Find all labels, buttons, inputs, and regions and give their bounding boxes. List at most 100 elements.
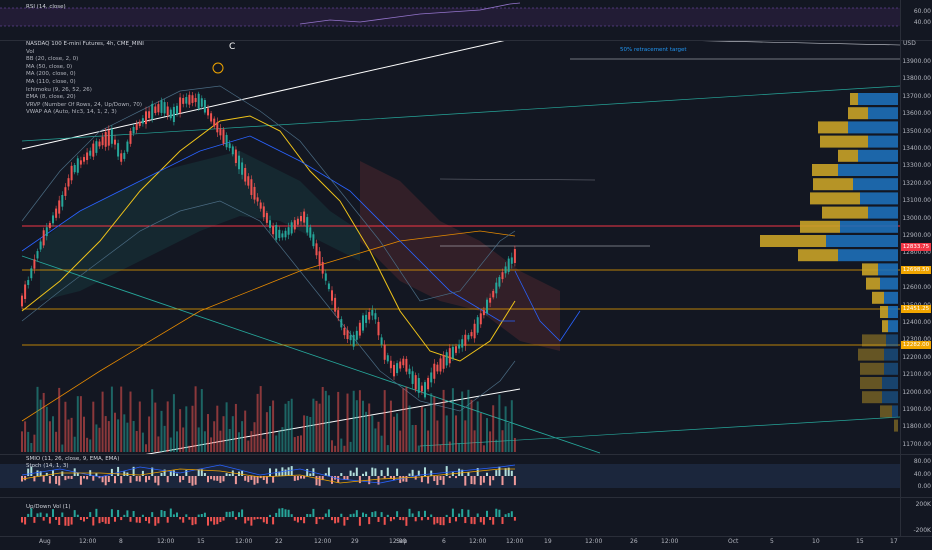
time-tick: 12:00 <box>469 538 487 545</box>
updown-vol-bar <box>114 517 116 522</box>
legend-item[interactable]: EMA (8, close, 20) <box>26 94 76 101</box>
macd-histogram-bar <box>396 468 399 476</box>
macd-histogram-bar <box>114 476 116 484</box>
legend-item[interactable]: Ichimoku (9, 26, 52, 26) <box>26 86 92 93</box>
volume-bar <box>411 425 414 452</box>
candle-body <box>166 106 169 116</box>
indicator-legend[interactable]: NASDAQ 100 E-mini Futures, 4h, CME_MINI … <box>26 41 144 117</box>
legend-item[interactable]: VWAP AA (Auto, hlc3, 14, 1, 2, 3) <box>26 109 117 116</box>
candle-body <box>439 358 442 372</box>
candle-body <box>79 160 82 165</box>
legend-item[interactable]: MA (110, close, 0) <box>26 78 76 85</box>
updown-vol-bar <box>265 517 268 524</box>
macd-pane[interactable]: SMIO (11, 26, close, 9, EMA, EMA) Stoch … <box>0 455 900 497</box>
time-tick: 12:00 <box>661 538 679 545</box>
macd-histogram-bar <box>92 476 95 481</box>
volume-bar <box>458 443 461 452</box>
candle-body <box>296 218 299 225</box>
volume-bar <box>464 420 467 452</box>
main-chart-pane[interactable]: NASDAQ 100 E-mini Futures, 4h, CME_MINI … <box>0 34 901 460</box>
volume-bar <box>253 422 256 452</box>
volume-bar <box>290 398 293 452</box>
updown-vol-bar <box>445 514 448 517</box>
candle-body <box>290 222 293 234</box>
macd-histogram-bar <box>148 476 151 480</box>
volume-bar <box>52 416 54 452</box>
vp-row-down <box>813 178 853 191</box>
legend-item[interactable]: BB (20, close, 2, 0) <box>26 56 79 63</box>
macd-histogram-bar <box>172 470 175 476</box>
macd-histogram-bar <box>123 471 126 476</box>
candle-body <box>470 332 473 337</box>
updown-vol-bar <box>377 517 380 522</box>
macd-histogram-bar <box>458 468 461 476</box>
candle-body <box>393 364 395 377</box>
macd-histogram-bar <box>169 470 172 476</box>
vol-tick: 200K <box>915 501 931 508</box>
volume-bar <box>213 421 216 452</box>
macd-histogram-bar <box>272 476 275 483</box>
time-axis[interactable]: Aug 12:00 8 12:00 15 12:00 22 12:00 29 12:00 Sep 6 1… <box>0 536 900 550</box>
updown-vol-bar <box>368 517 371 525</box>
vp-row-up <box>878 263 898 276</box>
updown-vol-bar <box>253 517 256 520</box>
macd-histogram-bar <box>145 476 147 483</box>
legend-item[interactable]: VRVP (Number Of Rows, 24, Up/Down, 70) <box>26 101 143 108</box>
updown-vol-bar <box>476 513 479 517</box>
volume-bar <box>234 403 237 452</box>
vp-row-up <box>892 405 898 418</box>
legend-item[interactable]: Vol <box>26 48 35 55</box>
macd-histogram-bar <box>402 476 405 482</box>
macd-histogram-bar <box>222 476 225 482</box>
volume-bar <box>473 430 476 452</box>
macd-histogram-bar <box>30 466 33 476</box>
candle-body <box>386 355 389 362</box>
macd-histogram-bar <box>36 470 39 476</box>
updown-vol-bar <box>470 517 473 524</box>
macd-histogram-bar <box>207 476 209 483</box>
macd-histogram-bar <box>318 476 321 486</box>
updown-vol-bar <box>315 517 318 525</box>
macd-histogram-bar <box>486 472 488 476</box>
updown-vol-bar <box>55 517 58 520</box>
macd-histogram-bar <box>244 476 247 481</box>
time-tick: 12:00 <box>235 538 253 545</box>
candle-body <box>287 227 290 235</box>
candle-body <box>219 128 222 136</box>
candle-body <box>76 158 79 173</box>
volume-bar <box>172 394 175 452</box>
candle-body <box>383 344 386 360</box>
candle-body <box>396 363 399 374</box>
candle-body <box>358 322 361 336</box>
updown-vol-bar <box>269 514 271 517</box>
updown-vol-bar <box>374 511 377 517</box>
macd-histogram-bar <box>55 476 58 484</box>
updown-vol-bar <box>52 509 54 517</box>
volume-bar <box>284 403 287 452</box>
updown-vol-bar <box>231 511 234 517</box>
price-tick: 12400.00 <box>902 319 931 326</box>
volume-bar <box>396 413 399 452</box>
volume-bar <box>191 405 194 452</box>
volume-bar <box>476 401 479 452</box>
rsi-pane[interactable]: RSI (14, close) <box>0 0 900 40</box>
updown-vol-bar <box>455 517 457 522</box>
updown-vol-pane[interactable]: Up/Down Vol (1) <box>0 498 900 536</box>
volume-bar <box>495 439 498 452</box>
vp-row-down <box>848 107 868 120</box>
macd-histogram-bar <box>327 467 330 476</box>
candle-body <box>337 310 340 318</box>
volume-bar <box>486 418 488 452</box>
legend-item[interactable]: MA (200, close, 0) <box>26 71 76 78</box>
candle-body <box>253 186 256 200</box>
volume-bar <box>250 431 253 452</box>
legend-item[interactable]: MA (50, close, 0) <box>26 63 73 70</box>
updown-vol-bar <box>154 517 157 526</box>
updown-vol-bar <box>402 517 405 521</box>
volume-bar <box>389 400 392 452</box>
macd-histogram-bar <box>482 476 485 483</box>
volume-bar <box>510 400 513 452</box>
macd-histogram-bar <box>67 476 70 479</box>
updown-vol-bar <box>371 512 374 517</box>
candle-body <box>482 310 485 316</box>
